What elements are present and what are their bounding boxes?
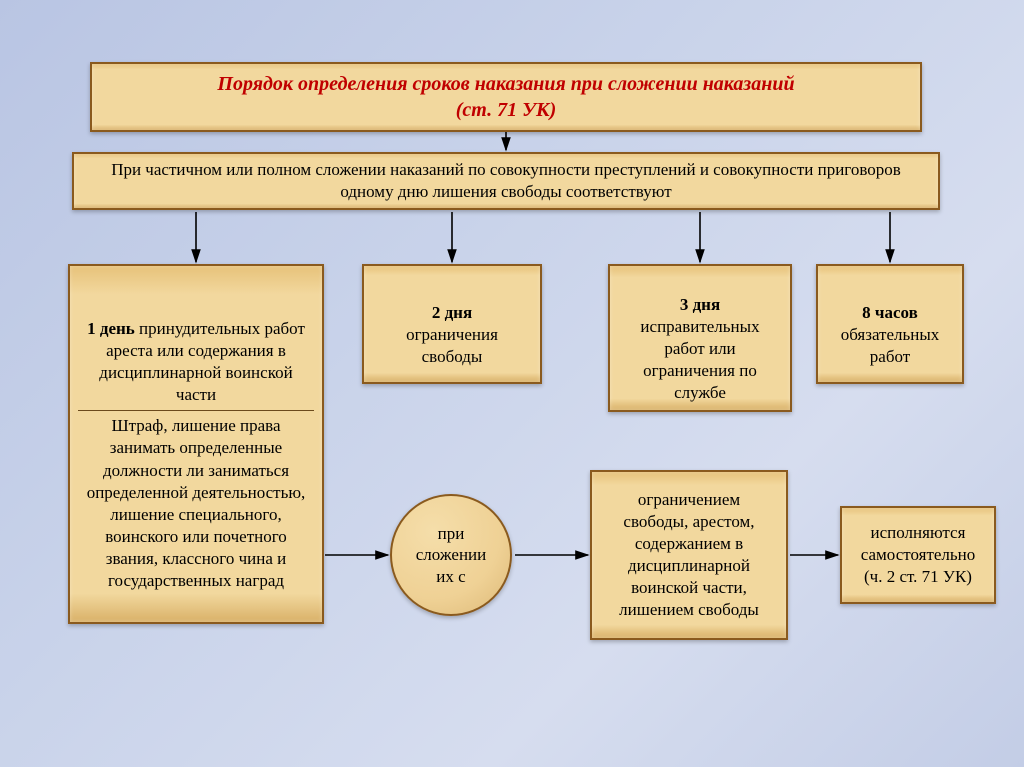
- box-2-days: 2 дня ограничения свободы: [362, 264, 542, 384]
- b2-content: 2 дня ограничения свободы: [406, 280, 498, 368]
- b6-text: исполняются самостоятельно (ч. 2 ст. 71 …: [861, 522, 976, 588]
- title-line1: Порядок определения сроков наказания при…: [217, 71, 794, 97]
- circle-text: при сложении их с: [416, 523, 486, 587]
- box-1-bottom: Штраф, лишение права занимать определенн…: [87, 415, 306, 592]
- sub-box: При частичном или полном сложении наказа…: [72, 152, 940, 210]
- b3-content: 3 дня исправительных работ или ограничен…: [640, 272, 759, 405]
- box-1-day: 1 день принудительных работ ареста или с…: [68, 264, 324, 624]
- b1-top-bold: 1 день: [87, 319, 135, 338]
- box-8-hours: 8 часов обязательных работ: [816, 264, 964, 384]
- sub-text: При частичном или полном сложении наказа…: [84, 159, 928, 203]
- b4-content: 8 часов обязательных работ: [841, 280, 940, 368]
- box-limitations: ограничением свободы, арестом, содержани…: [590, 470, 788, 640]
- circle-when-adding: при сложении их с: [390, 494, 512, 616]
- box-3-days: 3 дня исправительных работ или ограничен…: [608, 264, 792, 412]
- title-line2: (ст. 71 УК): [456, 97, 556, 123]
- box-executed: исполняются самостоятельно (ч. 2 ст. 71 …: [840, 506, 996, 604]
- box-1-top: 1 день принудительных работ ареста или с…: [78, 296, 314, 406]
- divider: [78, 410, 314, 411]
- b5-text: ограничением свободы, арестом, содержани…: [619, 489, 759, 622]
- title-box: Порядок определения сроков наказания при…: [90, 62, 922, 132]
